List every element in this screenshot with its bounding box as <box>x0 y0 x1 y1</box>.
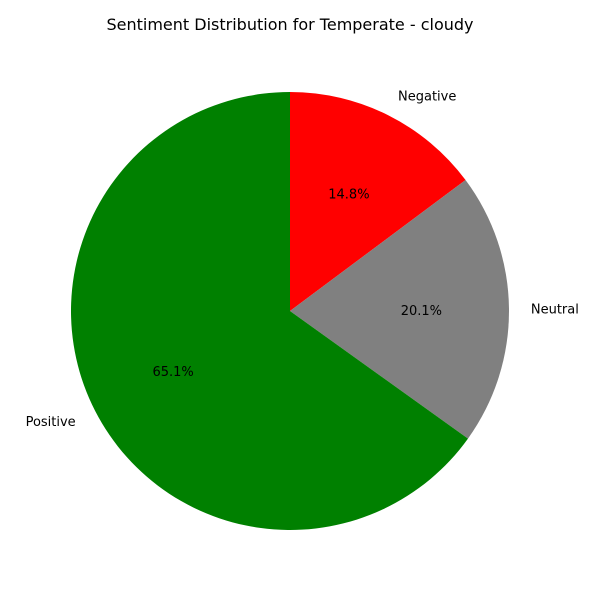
pie-slices <box>70 92 509 530</box>
pie-slice-neutral <box>290 180 509 439</box>
slice-label-negative: Negative <box>398 90 456 105</box>
pie-slice-negative <box>290 92 466 311</box>
pie-slice-positive <box>70 92 468 530</box>
slice-label-neutral: Neutral <box>531 303 579 318</box>
slice-percent-neutral: 20.1% <box>401 304 442 319</box>
pie-labels: Negative 14.8% Neutral 20.1% Positive 65.1% <box>26 90 579 430</box>
slice-percent-positive: 65.1% <box>152 365 193 380</box>
slice-percent-negative: 14.8% <box>328 188 369 203</box>
slice-label-positive: Positive <box>26 415 76 430</box>
chart-title: Sentiment Distribution for Temperate - c… <box>106 15 473 34</box>
